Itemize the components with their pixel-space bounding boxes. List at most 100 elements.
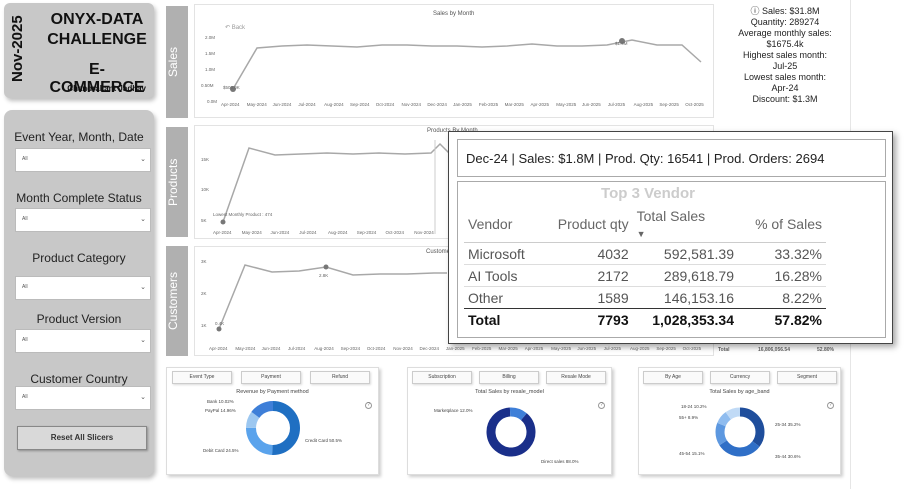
x-tick: Sep-2025 xyxy=(659,102,679,107)
x-tick: Aug-2024 xyxy=(328,230,348,235)
year-label: Nov-2025 xyxy=(9,15,26,83)
products-low-label: Lowest Monthly Product : 474 xyxy=(213,212,273,217)
kpi-low-value: Apr-24 xyxy=(771,83,799,93)
tab-event-type[interactable]: Event Type xyxy=(172,371,232,384)
donut-label: PayPal 14.96% xyxy=(205,408,236,413)
products-line-chart xyxy=(220,140,450,234)
slicer-value: All xyxy=(22,337,28,343)
x-tick: Apr-2025 xyxy=(524,346,544,351)
x-tick: Jun-2024 xyxy=(270,230,290,235)
slicer-value: All xyxy=(22,394,28,400)
slicer-value: All xyxy=(22,156,28,162)
tab-currency[interactable]: Currency xyxy=(710,371,770,384)
donut-label: Marketplace 12.0% xyxy=(434,408,473,413)
total-qty-cell: 7793 xyxy=(540,308,633,331)
slicer-month-status-dropdown[interactable]: All ⌄ xyxy=(15,208,151,232)
x-tick: Jun-2024 xyxy=(261,346,281,351)
column-header-sorted[interactable]: Total Sales ▼ xyxy=(632,206,738,243)
slicer-customer-country-dropdown[interactable]: All ⌄ xyxy=(15,386,151,410)
x-tick: Aug-2024 xyxy=(314,346,334,351)
column-header[interactable]: % of Sales xyxy=(738,206,826,243)
x-tick: Apr-2025 xyxy=(530,102,549,107)
donut-slice-35-44 xyxy=(715,407,765,457)
x-tick: May-2025 xyxy=(551,346,572,351)
products-line xyxy=(222,142,450,223)
x-tick: Jun-2025 xyxy=(577,346,597,351)
info-icon[interactable]: ? xyxy=(827,402,834,409)
y-tick: 0.50M xyxy=(201,83,214,88)
kpi-low-label: Lowest sales month: xyxy=(743,72,827,82)
x-tick: Jun-2024 xyxy=(272,102,292,107)
slicer-product-version-label: Product Version xyxy=(36,312,122,326)
title-line-2: CHALLENGE xyxy=(47,31,147,48)
info-icon[interactable]: ? xyxy=(598,402,605,409)
author-name: Chandrakant Jadhav xyxy=(67,84,146,93)
sales-high-label: $1.9M xyxy=(615,41,628,46)
customers-x-axis: Apr-2024 May-2024 Jun-2024 Jul-2024 Aug-2024… xyxy=(209,346,709,354)
sales-cell: 592,581.39 xyxy=(632,242,738,265)
x-tick: Jun-2025 xyxy=(582,102,601,107)
x-tick: Sep-2024 xyxy=(349,102,370,107)
tooltip-body: Top 3 Vendor Vendor Product qty Total Sa… xyxy=(457,181,886,338)
total-pct-cell: 57.82% xyxy=(738,308,826,331)
table-header-row: Vendor Product qty Total Sales ▼ % of Sal… xyxy=(464,206,826,243)
slicer-product-category-label: Product Category xyxy=(32,251,126,265)
customers-line-chart xyxy=(216,264,447,332)
slicer-event-date-dropdown[interactable]: All ⌄ xyxy=(15,148,151,172)
title-card: Nov-2025 ONYX-DATA CHALLENGE E-COMMERCE … xyxy=(4,3,154,98)
back-label: Back xyxy=(231,25,246,31)
sales-line-chart xyxy=(230,38,702,92)
back-button[interactable]: ↶ Back xyxy=(225,25,246,31)
donut-slice-18-24 xyxy=(715,407,765,457)
x-tick: Apr-2024 xyxy=(213,230,232,235)
qty-cell: 4032 xyxy=(540,242,633,265)
x-tick: Nov-2024 xyxy=(414,230,434,235)
x-tick: May-2024 xyxy=(246,102,267,107)
reset-slicers-button[interactable]: Reset All Slicers xyxy=(17,426,147,450)
y-tick: 2.0M xyxy=(205,35,216,40)
slicer-product-category-dropdown[interactable]: All ⌄ xyxy=(15,276,151,300)
table-total-pct: 52.80% xyxy=(817,347,834,353)
age-donut-title: Total Sales by age_band xyxy=(709,389,770,395)
vendor-cell: Microsoft xyxy=(464,242,541,265)
column-header[interactable]: Product qty xyxy=(540,206,633,243)
info-icon[interactable]: ? xyxy=(365,402,372,409)
tab-subscription[interactable]: Subscription xyxy=(412,371,472,384)
sort-desc-icon: ▼ xyxy=(636,229,646,239)
x-tick: Jan-2025 xyxy=(453,102,472,107)
x-tick: Aug-2025 xyxy=(630,346,650,351)
side-label-products: Products xyxy=(166,127,188,237)
column-header[interactable]: Vendor xyxy=(464,206,541,243)
donut-slice-paypal xyxy=(246,401,300,455)
x-tick: Aug-2025 xyxy=(633,102,654,107)
slicer-product-version-dropdown[interactable]: All ⌄ xyxy=(15,329,151,353)
chevron-down-icon: ⌄ xyxy=(140,337,146,344)
y-tick: 1.5M xyxy=(205,51,216,56)
side-label-customers: Customers xyxy=(166,246,188,356)
x-tick: Mar-2025 xyxy=(498,346,518,351)
x-tick: Oct-2024 xyxy=(385,230,405,235)
sales-chart-panel: Sales by Month ↶ Back 2.0M 1.5M 1.0M 0.5… xyxy=(194,4,714,118)
tab-refund[interactable]: Refund xyxy=(310,371,370,384)
info-icon[interactable]: ⓘ xyxy=(750,6,760,16)
y-tick: 15K xyxy=(201,157,210,162)
resale-donut-panel: Subscription Billing Resale Mode Total S… xyxy=(407,367,612,475)
x-tick: Jul-2025 xyxy=(603,346,621,351)
total-label-cell: Total xyxy=(464,308,541,331)
x-tick: Nov-2024 xyxy=(393,346,413,351)
tab-by-age[interactable]: By Age xyxy=(643,371,703,384)
sales-low-label: $500.0K xyxy=(223,85,240,90)
x-tick: Jul-2025 xyxy=(607,102,626,107)
kpi-high-label: Highest sales month: xyxy=(742,50,828,60)
donut-label: 35-44 30.6% xyxy=(775,454,801,459)
x-tick: Oct-2024 xyxy=(366,346,386,351)
tab-resale-mode[interactable]: Resale Mode xyxy=(546,371,606,384)
x-tick: May-2024 xyxy=(241,230,262,235)
y-tick: 5K xyxy=(201,218,207,223)
kpi-avg-label: Average monthly sales: xyxy=(738,28,832,38)
tooltip-title: Top 3 Vendor xyxy=(601,185,695,202)
customers-peak-marker xyxy=(323,264,329,270)
tab-payment[interactable]: Payment xyxy=(241,371,301,384)
tab-billing[interactable]: Billing xyxy=(479,371,539,384)
tab-segment[interactable]: Segment xyxy=(777,371,837,384)
